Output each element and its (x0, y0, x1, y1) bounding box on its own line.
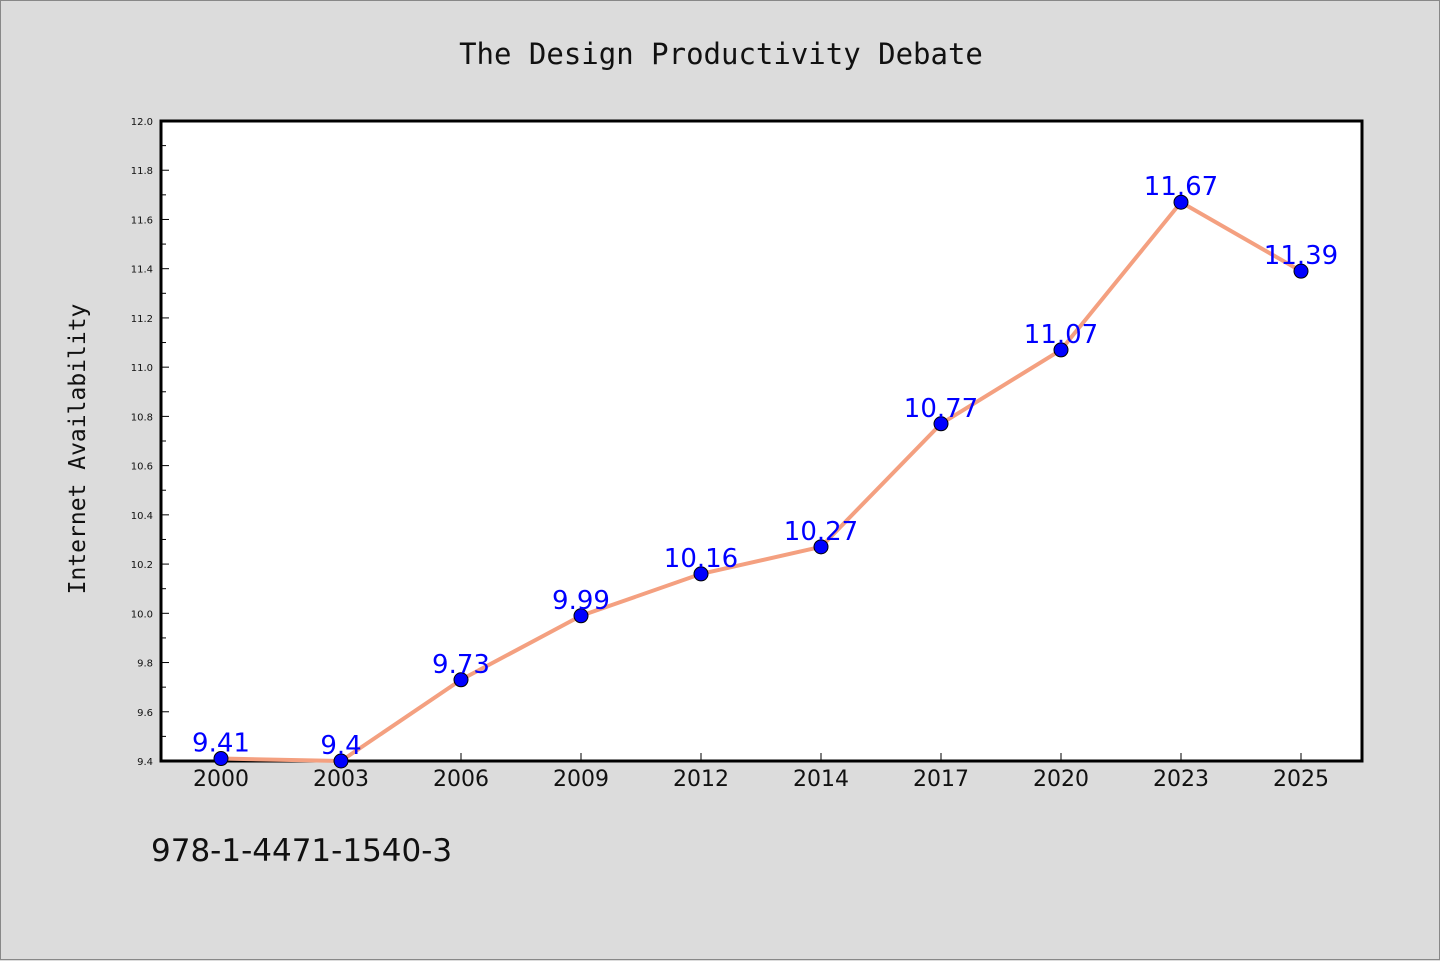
series-line (220, 200, 1302, 763)
x-axis: 2000 2003 2006 2009 2012 2014 2017 2020 2023 2025 (193, 753, 1329, 792)
x-tick-label: 2014 (793, 767, 849, 792)
y-tick-label: 10.0 (131, 609, 153, 620)
data-point (573, 608, 589, 624)
x-tick-label: 2009 (553, 767, 609, 792)
y-tick-label: 10.4 (131, 511, 153, 522)
x-tick-label: 2025 (1273, 767, 1329, 792)
y-tick-label: 10.2 (131, 560, 153, 571)
data-label: 9.73 (432, 650, 490, 680)
data-labels: 9.41 9.4 9.73 9.99 10.16 10.27 10.77 11.07 11.67… (192, 172, 1338, 761)
y-tick-label: 11.8 (131, 166, 153, 177)
data-label: 11.39 (1264, 241, 1338, 271)
x-tick-label: 2020 (1033, 767, 1089, 792)
y-tick-label: 11.0 (131, 363, 153, 374)
data-point (213, 751, 229, 767)
y-tick-label: 9.4 (137, 757, 153, 768)
data-point (1293, 263, 1309, 279)
y-axis-label: Internet Availability (65, 304, 91, 595)
y-tick-label: 10.6 (131, 462, 153, 473)
x-tick-label: 2006 (433, 767, 489, 792)
x-tick-label: 2000 (193, 767, 249, 792)
y-axis: 9.4 9.6 9.8 10.0 10.2 10.4 10.6 10.8 11.0 11.2 11.… (131, 117, 169, 768)
x-tick-label: 2012 (673, 767, 729, 792)
data-point (1173, 194, 1189, 210)
y-tick-label: 9.6 (137, 708, 153, 719)
data-label: 9.41 (192, 729, 250, 759)
data-label: 10.16 (664, 544, 738, 574)
y-tick-label: 12.0 (131, 117, 153, 128)
y-tick-label: 9.8 (137, 659, 153, 670)
data-point (1053, 342, 1069, 358)
data-label: 10.27 (784, 517, 858, 547)
data-point (813, 539, 829, 555)
y-tick-label: 11.6 (131, 215, 153, 226)
data-point (693, 566, 709, 582)
data-label: 9.99 (552, 586, 610, 616)
data-label: 9.4 (320, 731, 361, 761)
data-point (933, 416, 949, 432)
y-tick-label: 11.2 (131, 314, 153, 325)
data-label: 10.77 (904, 394, 978, 424)
isbn-text: 978-1-4471-1540-3 (151, 833, 453, 869)
data-point (453, 672, 469, 688)
series-group (213, 194, 1309, 769)
data-point (333, 753, 349, 769)
plot-area (159, 119, 1364, 763)
chart-title: The Design Productivity Debate (459, 37, 983, 71)
x-tick-label: 2003 (313, 767, 369, 792)
data-label: 11.67 (1144, 172, 1218, 202)
x-tick-label: 2023 (1153, 767, 1209, 792)
data-label: 11.07 (1024, 320, 1098, 350)
y-tick-label: 11.4 (131, 265, 153, 276)
y-tick-label: 10.8 (131, 412, 153, 423)
x-tick-label: 2017 (913, 767, 969, 792)
